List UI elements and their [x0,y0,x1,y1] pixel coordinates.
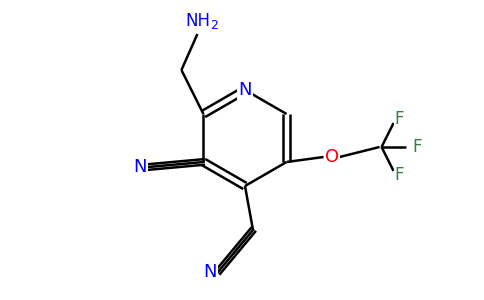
Text: N: N [203,263,217,281]
Text: F: F [395,166,404,184]
Text: N: N [238,81,252,99]
Text: F: F [413,138,423,156]
Text: O: O [324,148,339,166]
Text: 2: 2 [211,19,218,32]
Text: NH: NH [185,12,210,30]
Text: N: N [134,158,147,176]
Text: F: F [395,110,404,128]
